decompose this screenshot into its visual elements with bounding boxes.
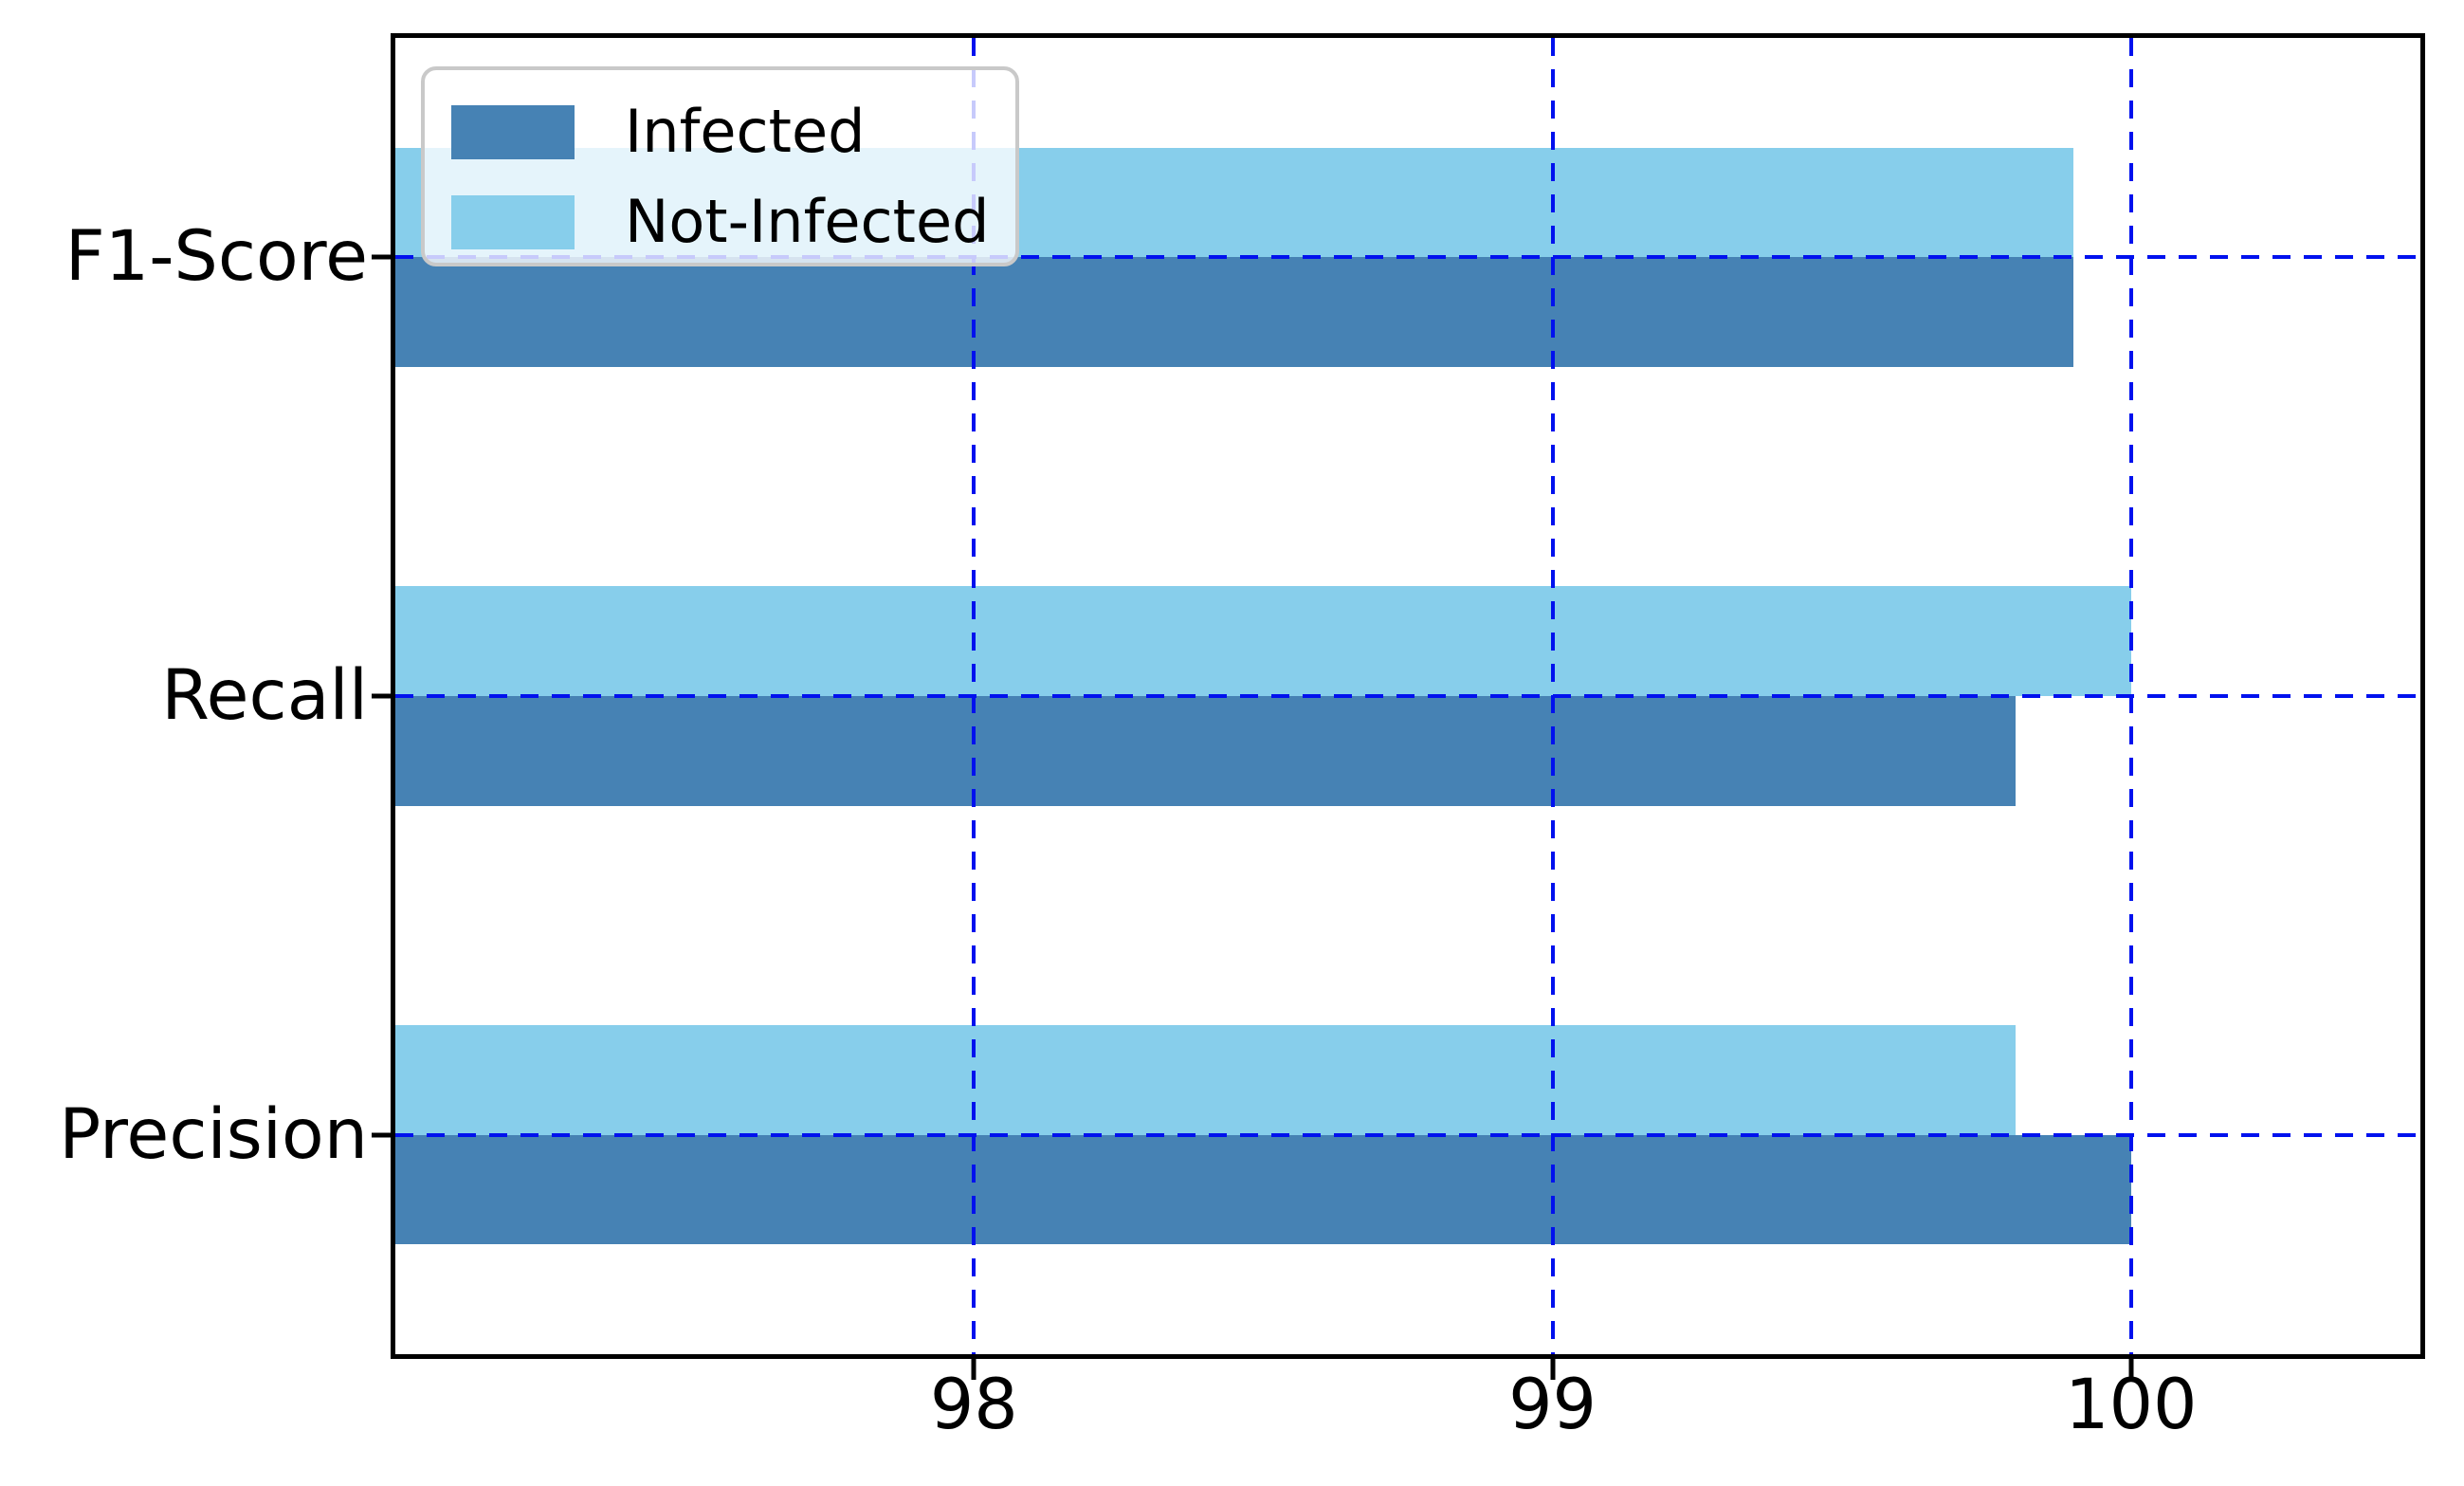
- bar-recall-infected: [395, 696, 2016, 806]
- horizontal-gridline-precision: [395, 1132, 2420, 1137]
- bar-recall-not-infected: [395, 586, 2131, 696]
- bar-f1-score-infected: [395, 257, 2073, 367]
- y-axis-label-precision: Precision: [59, 1093, 368, 1175]
- legend-swatch-not-infected-icon: [451, 194, 575, 249]
- x-tick-mark-98: [971, 1359, 976, 1380]
- bar-precision-infected: [395, 1134, 2131, 1245]
- x-tick-mark-100: [2128, 1359, 2134, 1380]
- legend-entry-infected: Infected: [451, 102, 1015, 161]
- y-tick-mark-precision: [372, 1132, 391, 1138]
- horizontal-gridline-f1-score: [395, 255, 2420, 260]
- y-axis-label-recall: Recall: [161, 655, 368, 736]
- grid-layer: [395, 38, 2420, 1354]
- bar-precision-not-infected: [395, 1025, 2016, 1135]
- plot-area: Infected Not-Infected: [372, 33, 2425, 1380]
- y-tick-mark-f1-score: [372, 254, 391, 260]
- y-axis-label-f1-score: F1-Score: [64, 216, 368, 298]
- legend-label-not-infected: Not-Infected: [625, 187, 990, 256]
- ticks-layer: [372, 38, 2420, 1380]
- legend-label-infected: Infected: [625, 97, 866, 166]
- y-tick-mark-recall: [372, 693, 391, 699]
- legend-entry-not-infected: Not-Infected: [451, 193, 1015, 251]
- legend: Infected Not-Infected: [421, 66, 1019, 266]
- x-tick-mark-99: [1550, 1359, 1556, 1380]
- horizontal-gridline-recall: [395, 694, 2420, 698]
- legend-swatch-infected-icon: [451, 104, 575, 159]
